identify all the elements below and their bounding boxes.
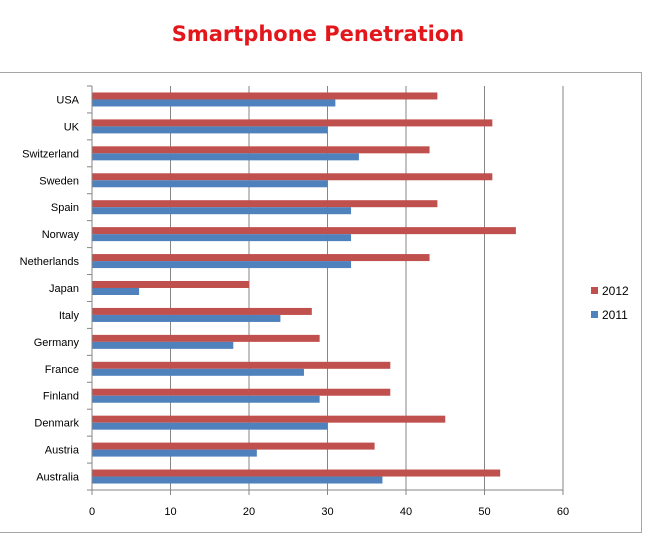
bar-2011-uk: [92, 126, 328, 134]
bar-2011-spain: [92, 207, 352, 215]
bar-2012-denmark: [92, 415, 446, 423]
axes: [87, 85, 564, 495]
bar-2011-switzerland: [92, 153, 359, 161]
bar-2011-australia: [92, 476, 383, 484]
bar-2012-spain: [92, 200, 438, 208]
category-label-switzerland: Switzerland: [22, 148, 79, 160]
tick-labels: USA UK Switzerland Sweden Spain Norway Netherl…: [20, 94, 569, 518]
legend-label-2011: 2011: [602, 308, 628, 322]
category-label-netherlands: Netherlands: [20, 256, 80, 268]
legend-swatch-2011: [591, 311, 598, 318]
legend-swatch-2012: [591, 287, 598, 294]
bars: [92, 92, 516, 484]
bar-2011-france: [92, 368, 304, 376]
bar-2011-japan: [92, 288, 140, 295]
bar-2012-austria: [92, 442, 375, 450]
bar-2012-netherlands: [92, 254, 430, 262]
chart-title: Smartphone Penetration: [171, 22, 465, 46]
bar-2012-norway: [92, 227, 516, 235]
x-tick-label-20: 20: [243, 506, 255, 518]
category-label-australia: Australia: [36, 472, 80, 484]
bar-2011-norway: [92, 234, 352, 242]
bar-2012-japan: [92, 281, 249, 288]
legend: 2012 2011: [591, 284, 629, 322]
category-label-austria: Austria: [45, 445, 80, 457]
bar-2012-finland: [92, 388, 391, 396]
x-tick-label-60: 60: [557, 506, 569, 518]
bar-2011-finland: [92, 395, 320, 403]
bar-2011-sweden: [92, 180, 328, 188]
bar-2012-usa: [92, 92, 438, 100]
bar-2011-netherlands: [92, 261, 352, 269]
bar-2011-germany: [92, 341, 234, 349]
category-label-germany: Germany: [34, 337, 80, 349]
bar-2012-france: [92, 361, 391, 369]
bar-2012-italy: [92, 307, 312, 315]
bar-2012-australia: [92, 469, 501, 477]
category-label-japan: Japan: [49, 283, 79, 295]
x-tick-label-30: 30: [321, 506, 333, 518]
category-label-finland: Finland: [43, 391, 79, 403]
x-tick-label-50: 50: [478, 506, 490, 518]
bar-2011-usa: [92, 99, 336, 107]
category-label-sweden: Sweden: [39, 175, 79, 187]
category-label-norway: Norway: [42, 229, 80, 241]
bar-2011-austria: [92, 449, 257, 457]
bar-2012-germany: [92, 334, 320, 342]
bar-2011-denmark: [92, 422, 328, 430]
bar-2012-uk: [92, 119, 493, 127]
bar-2012-sweden: [92, 173, 493, 181]
chart-area-border: [0, 72, 642, 533]
category-label-france: France: [45, 364, 79, 376]
x-tick-label-10: 10: [164, 506, 176, 518]
category-label-spain: Spain: [51, 202, 79, 214]
x-tick-label-0: 0: [89, 506, 95, 518]
bar-2011-italy: [92, 314, 281, 322]
bar-2012-switzerland: [92, 146, 430, 154]
category-label-italy: Italy: [59, 310, 80, 322]
category-label-usa: USA: [56, 94, 79, 106]
legend-label-2012: 2012: [602, 284, 629, 298]
x-tick-label-40: 40: [400, 506, 412, 518]
category-label-uk: UK: [64, 121, 80, 133]
category-label-denmark: Denmark: [34, 418, 79, 430]
